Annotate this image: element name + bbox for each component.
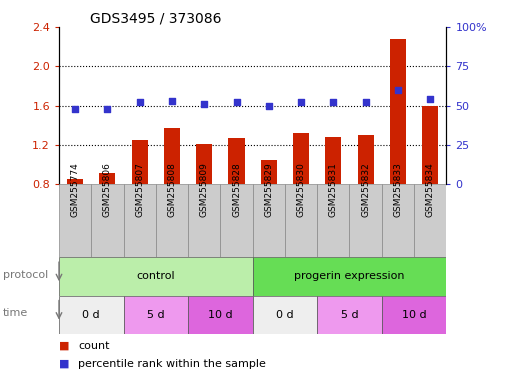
Bar [188,296,252,334]
Point [265,103,273,109]
Point [297,99,305,106]
Text: GSM255828: GSM255828 [232,162,241,217]
Bar [196,144,212,263]
Bar [67,179,83,263]
Text: ■: ■ [59,341,69,351]
Bar [252,296,317,334]
Text: ■: ■ [59,359,69,369]
Point [232,99,241,106]
Text: 5 d: 5 d [341,310,358,320]
Text: GSM255830: GSM255830 [297,162,306,217]
Bar [156,184,188,257]
Text: percentile rank within the sample: percentile rank within the sample [78,359,266,369]
Text: count: count [78,341,110,351]
Bar [221,184,252,257]
Text: GDS3495 / 373086: GDS3495 / 373086 [90,12,222,26]
Bar [59,257,252,296]
Bar [188,184,221,257]
Bar [228,138,245,263]
Text: GSM255808: GSM255808 [167,162,176,217]
Point [426,96,435,103]
Text: progerin expression: progerin expression [294,271,405,281]
Text: GSM255809: GSM255809 [200,162,209,217]
Point [394,87,402,93]
Point [103,106,111,112]
Point [329,99,338,106]
Bar [91,184,124,257]
Text: GSM255807: GSM255807 [135,162,144,217]
Text: 10 d: 10 d [208,310,233,320]
Text: GSM255833: GSM255833 [393,162,402,217]
Bar [317,184,349,257]
Point [362,99,370,106]
Bar [261,160,277,263]
Bar [349,184,382,257]
Text: GSM255834: GSM255834 [426,162,435,217]
Text: GSM255832: GSM255832 [361,162,370,217]
Bar [164,128,180,263]
Bar [382,296,446,334]
Bar [422,106,438,263]
Text: 0 d: 0 d [276,310,294,320]
Bar [59,296,124,334]
Text: 10 d: 10 d [402,310,426,320]
Bar [124,184,156,257]
Text: time: time [3,308,28,318]
Bar [317,296,382,334]
Point [135,99,144,106]
Bar [132,140,148,263]
Text: GSM255806: GSM255806 [103,162,112,217]
Point [71,106,79,112]
Bar [59,184,91,257]
Text: 0 d: 0 d [83,310,100,320]
Bar [124,296,188,334]
Bar [390,39,406,263]
Text: 5 d: 5 d [147,310,165,320]
Bar [252,257,446,296]
Bar [293,133,309,263]
Bar [382,184,414,257]
Bar [285,184,317,257]
Point [200,101,208,107]
Bar [414,184,446,257]
Bar [325,137,342,263]
Text: protocol: protocol [3,270,48,280]
Text: control: control [136,271,175,281]
Text: GSM255831: GSM255831 [329,162,338,217]
Text: GSM255829: GSM255829 [264,162,273,217]
Bar [358,135,373,263]
Bar [252,184,285,257]
Bar [100,172,115,263]
Point [168,98,176,104]
Text: GSM255774: GSM255774 [71,162,80,217]
